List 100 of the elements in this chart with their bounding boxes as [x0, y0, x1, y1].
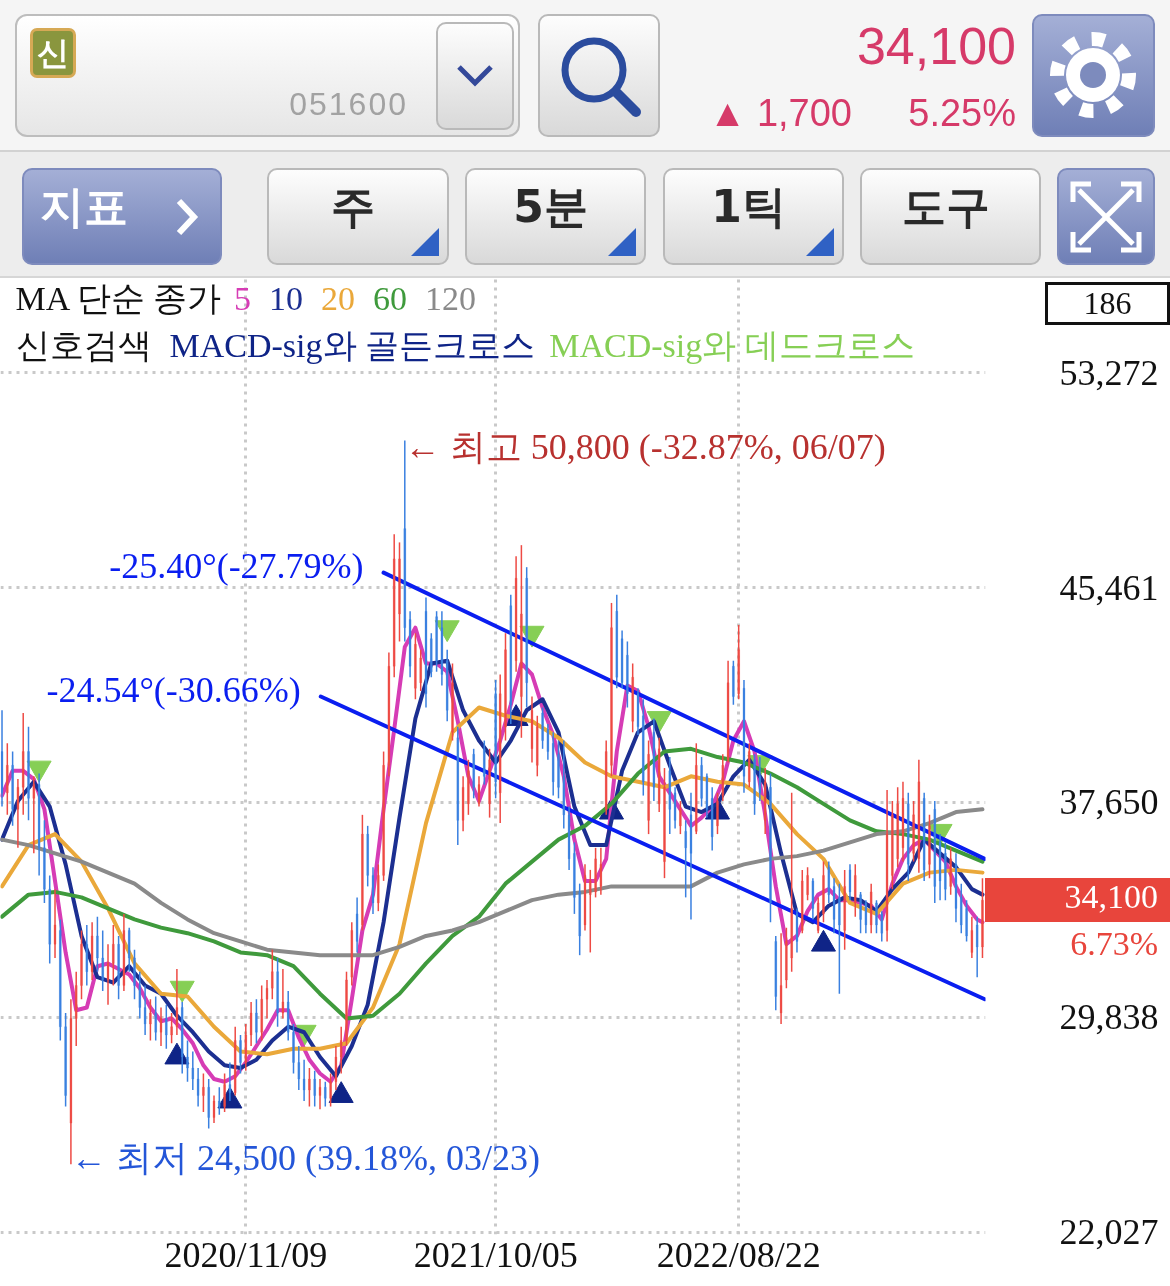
candlestick: [748, 742, 751, 789]
text: 051600: [288, 86, 408, 124]
candlestick: [149, 998, 152, 1042]
text: 34,100: [855, 16, 1016, 77]
candlestick: [250, 1001, 253, 1047]
candlestick: [101, 929, 104, 992]
candlestick: [271, 948, 274, 1000]
y-tick-label: 53,272: [1059, 352, 1159, 393]
candlestick: [822, 860, 825, 923]
candlestick: [239, 1034, 242, 1075]
candlestick: [43, 819, 46, 904]
candlestick: [599, 847, 602, 896]
candlestick: [11, 750, 14, 827]
x-tick-label: 2022/08/22: [656, 1234, 821, 1275]
candlestick: [366, 825, 369, 888]
y-tick-label: 29,838: [1059, 997, 1159, 1038]
candlestick: [483, 739, 486, 786]
candlestick: [790, 792, 793, 973]
candlestick: [281, 968, 285, 1020]
candlestick: [218, 1086, 221, 1116]
candlestick: [541, 706, 544, 750]
candlestick: [308, 1067, 311, 1108]
candlestick: [684, 819, 687, 899]
candlestick: [138, 970, 141, 1020]
candlestick: [318, 1078, 322, 1111]
candlestick: [292, 1023, 295, 1075]
candlestick: [504, 632, 507, 742]
candlestick: [175, 968, 179, 1036]
candlestick: [64, 1012, 67, 1108]
candlestick: [16, 778, 20, 849]
candlestick: [165, 1003, 168, 1050]
candlestick: [451, 662, 454, 742]
candlestick: [197, 1067, 200, 1108]
candlestick: [361, 814, 364, 932]
candlestick: [324, 1081, 327, 1108]
candlestick: [589, 869, 592, 954]
candlestick: [912, 800, 915, 863]
candlestick: [112, 924, 115, 987]
candlestick: [875, 899, 878, 934]
candlestick: [48, 874, 51, 965]
candlestick: [96, 915, 99, 973]
y-tick-label: 37,650: [1059, 782, 1159, 823]
candlestick: [106, 943, 110, 1006]
candlestick: [430, 632, 433, 678]
candlestick: [477, 775, 481, 808]
text: 6.73%: [1069, 925, 1158, 964]
candlestick: [525, 566, 528, 709]
candlestick: [716, 792, 719, 835]
candlestick: [737, 624, 740, 701]
candlestick: [207, 1078, 210, 1130]
text: MACD-sig와 데드크로스: [549, 327, 915, 364]
candlestick: [382, 750, 385, 882]
candlestick: [843, 869, 846, 951]
candlestick: [472, 748, 475, 800]
annotation: -24.54°(-30.66%): [46, 669, 301, 710]
candlestick: [700, 756, 703, 808]
candlestick: [212, 1094, 216, 1124]
candlestick: [769, 772, 772, 923]
candlestick: [53, 888, 57, 959]
candlestick: [297, 1045, 300, 1091]
text: ▲ 1,700: [707, 92, 852, 136]
candlestick: [695, 742, 698, 835]
text: 10: [269, 279, 304, 317]
candlestick: [170, 1012, 173, 1044]
text: 신: [30, 28, 76, 78]
text: 186: [1045, 282, 1170, 325]
candlestick: [117, 935, 120, 1000]
candlestick: [414, 632, 417, 701]
candlestick: [186, 1039, 189, 1083]
candlestick: [949, 847, 952, 896]
text: 5분: [512, 180, 589, 234]
candlestick: [191, 1050, 194, 1091]
text: 120: [425, 279, 477, 317]
text: 5: [234, 279, 252, 317]
x-tick-label: 2021/10/05: [413, 1234, 578, 1275]
candlestick: [880, 910, 883, 943]
candlestick: [435, 610, 438, 673]
candlestick: [377, 863, 380, 912]
candlestick: [806, 866, 809, 901]
candlestick: [467, 759, 470, 816]
y-tick-label: 45,461: [1059, 567, 1159, 608]
x-tick-label: 2020/11/09: [164, 1234, 328, 1275]
candlestick: [610, 602, 613, 778]
candlestick: [546, 723, 549, 761]
legend-title: MA 단순 종가: [15, 280, 222, 317]
candlestick: [663, 767, 666, 879]
candlestick: [594, 847, 597, 899]
line-series: [0, 807, 985, 958]
candlestick: [494, 679, 497, 800]
candlestick: [154, 995, 157, 1042]
text: 주: [330, 180, 376, 234]
candlestick: [854, 863, 857, 918]
candlestick: [848, 863, 852, 901]
candlestick: [864, 899, 867, 934]
candlestick: [732, 659, 735, 706]
candlestick: [340, 1025, 343, 1075]
text: 도구: [900, 180, 991, 234]
candlestick: [896, 786, 899, 868]
candlestick: [329, 1072, 332, 1108]
candlestick: [928, 814, 931, 879]
